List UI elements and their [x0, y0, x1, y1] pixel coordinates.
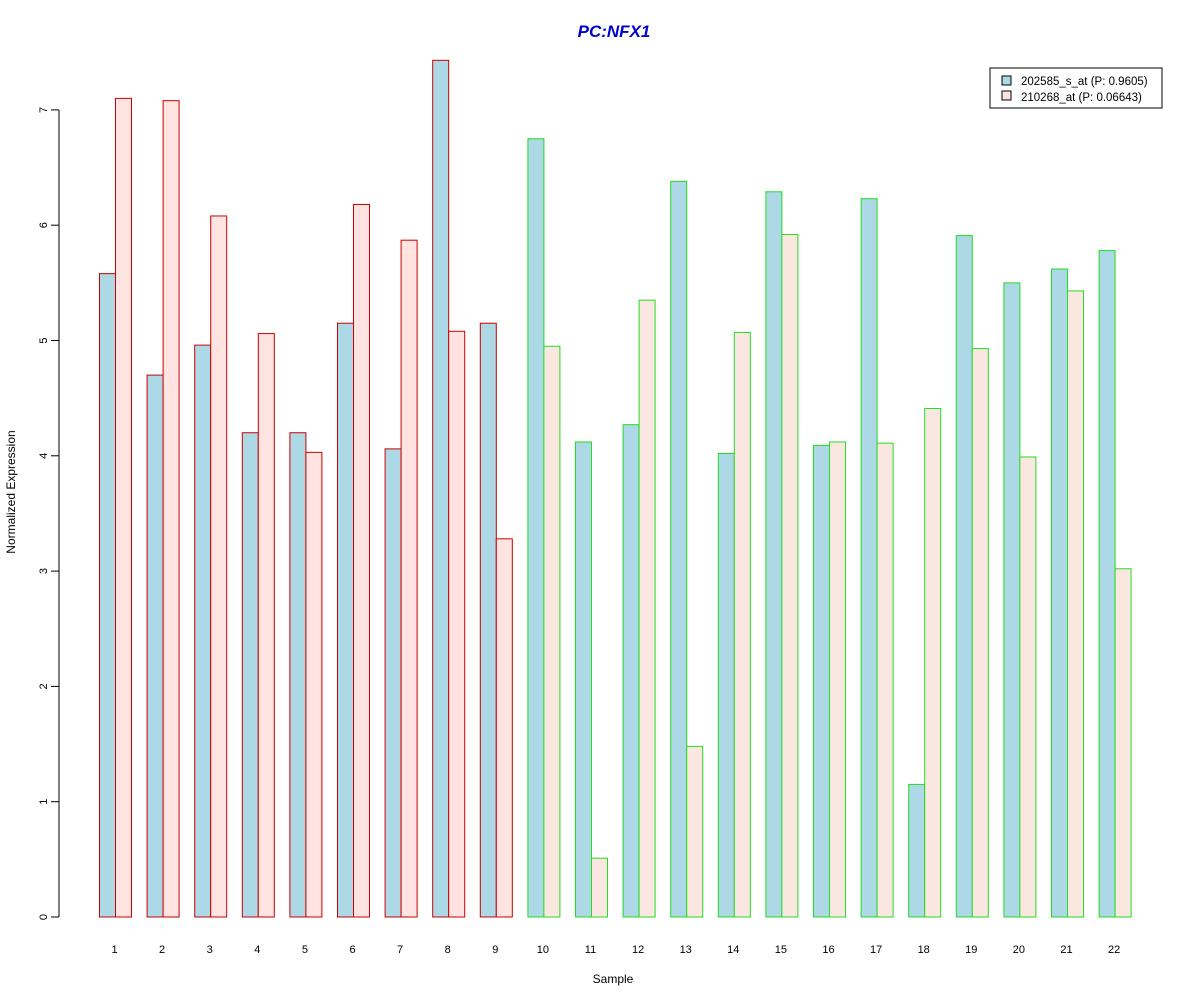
bar-series-1: [241, 432, 259, 918]
bar-series-1: [289, 432, 307, 918]
bar-series-1: [717, 452, 735, 918]
bar-series-2: [781, 233, 799, 918]
y-tick-label: 4: [38, 453, 50, 459]
x-tick-label: 4: [254, 944, 260, 956]
x-tick-label: 9: [492, 944, 498, 956]
x-tick-label: 20: [1013, 944, 1025, 956]
x-tick-label: 22: [1108, 944, 1120, 956]
y-tick-label: 1: [38, 799, 50, 805]
x-tick-label: 11: [585, 944, 596, 956]
x-tick-label: 17: [870, 944, 882, 956]
bar-series-1: [955, 235, 973, 918]
bar-series-2: [1019, 456, 1037, 918]
legend-swatch-series-1: [1001, 75, 1012, 86]
x-axis-title: Sample: [593, 972, 634, 986]
y-tick-label: 5: [38, 337, 50, 343]
x-tick-label: 16: [822, 944, 834, 956]
bar-series-1: [1003, 282, 1021, 918]
bar-series-1: [527, 138, 545, 918]
y-tick-label: 6: [38, 222, 50, 228]
bar-series-1: [337, 322, 354, 918]
bar-series-2: [543, 345, 561, 918]
x-tick-label: 10: [537, 944, 549, 956]
bar-series-2: [257, 333, 275, 918]
x-tick-label: 12: [632, 944, 644, 956]
bar-series-2: [924, 408, 942, 918]
bar-series-1: [860, 198, 878, 918]
bar-series-2: [305, 451, 323, 918]
legend-swatch-series-2: [1001, 90, 1012, 101]
bar-series-1: [479, 322, 497, 918]
x-tick-label: 13: [680, 944, 692, 956]
legend-box: [989, 67, 1163, 109]
y-tick-label: 2: [38, 683, 50, 689]
bar-series-1: [813, 444, 830, 918]
x-tick-label: 19: [965, 944, 977, 956]
x-axis-labels: 1 2 3 4 5 6 7 8 9 10 11 12 13 14 15 16 17 18 19 20 21 22: [111, 944, 1120, 956]
bar-series-1: [146, 374, 164, 918]
legend-label-series-2: 210268_at (P: 0.06643): [1021, 92, 1142, 104]
y-tick-label: 0: [38, 914, 50, 920]
chart-title: PC:NFX1: [578, 22, 651, 41]
bar-series-1: [194, 344, 212, 918]
bar-series-2: [591, 857, 608, 918]
bar-series-1: [908, 783, 926, 918]
bar-series-1: [1098, 250, 1116, 918]
bar-series-2: [448, 330, 466, 918]
bar-series-2: [733, 331, 751, 918]
bar-series-2: [495, 538, 513, 918]
x-tick-label: 6: [349, 944, 355, 956]
bar-series-2: [971, 348, 989, 918]
bar-series-1: [622, 424, 640, 918]
bar-series-1: [432, 59, 450, 918]
y-tick-label: 3: [38, 568, 50, 574]
legend-label-series-1: 202585_s_at (P: 0.9605): [1021, 76, 1148, 88]
bar-series-2: [686, 745, 704, 918]
bar-series-1: [384, 448, 402, 918]
x-tick-label: 15: [775, 944, 787, 956]
bar-series-2: [1067, 290, 1084, 918]
bar-series-1: [575, 441, 592, 918]
x-tick-label: 1: [111, 944, 117, 956]
bar-series-2: [210, 215, 228, 918]
bar-series-2: [876, 442, 894, 918]
x-tick-label: 8: [445, 944, 451, 956]
x-tick-label: 2: [159, 944, 165, 956]
legend: 202585_s_at (P: 0.9605) 210268_at (P: 0.…: [989, 67, 1163, 109]
y-axis-title: Normalized Expression: [4, 430, 18, 553]
x-tick-label: 3: [207, 944, 213, 956]
bar-series-2: [638, 299, 656, 918]
x-tick-label: 14: [727, 944, 739, 956]
bar-series-2: [829, 441, 846, 918]
bar-series-1: [99, 273, 116, 918]
x-tick-label: 21: [1060, 944, 1072, 956]
bar-series-1: [765, 191, 783, 918]
x-tick-label: 5: [302, 944, 308, 956]
bars: [99, 59, 1132, 918]
bar-series-2: [400, 239, 418, 918]
x-tick-label: 18: [918, 944, 930, 956]
x-tick-label: 7: [397, 944, 403, 956]
bar-series-2: [353, 203, 370, 918]
bar-series-2: [115, 97, 132, 918]
bar-series-2: [1114, 568, 1132, 918]
y-axis: 0 1 2 3 4 5 6 7: [38, 107, 60, 920]
bar-series-2: [162, 100, 180, 918]
bar-series-1: [670, 180, 688, 918]
y-tick-label: 7: [38, 107, 50, 113]
bar-series-1: [1051, 268, 1068, 918]
